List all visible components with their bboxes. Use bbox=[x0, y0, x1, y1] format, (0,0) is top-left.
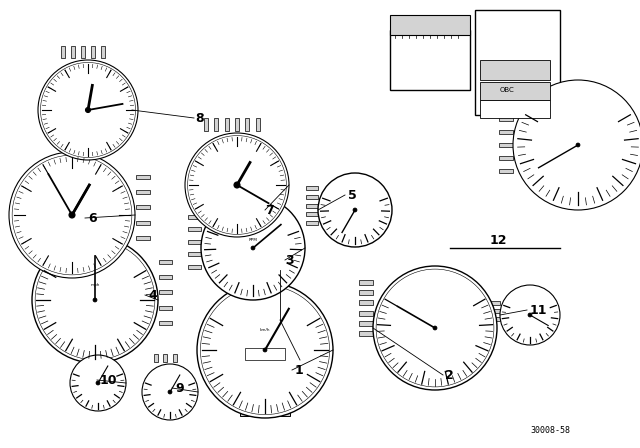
Bar bbox=[188, 215, 201, 219]
Bar bbox=[136, 175, 150, 179]
Bar bbox=[499, 156, 513, 160]
Bar bbox=[159, 276, 172, 279]
Circle shape bbox=[373, 266, 497, 390]
Circle shape bbox=[86, 108, 90, 112]
Bar bbox=[359, 290, 373, 295]
Bar bbox=[359, 331, 373, 336]
Circle shape bbox=[234, 182, 240, 188]
Circle shape bbox=[263, 348, 267, 352]
Text: 30008-58: 30008-58 bbox=[530, 426, 570, 435]
Bar bbox=[71, 46, 75, 58]
Bar bbox=[188, 240, 201, 244]
Bar bbox=[390, 15, 470, 35]
Text: 5: 5 bbox=[348, 189, 356, 202]
Bar bbox=[214, 118, 218, 131]
Circle shape bbox=[168, 390, 172, 394]
Bar bbox=[235, 118, 239, 131]
Text: 11: 11 bbox=[530, 303, 547, 316]
Circle shape bbox=[318, 173, 392, 247]
Text: OBC: OBC bbox=[500, 87, 515, 93]
Bar bbox=[91, 46, 95, 58]
Bar bbox=[173, 354, 177, 362]
Bar bbox=[480, 82, 550, 100]
Bar bbox=[136, 220, 150, 224]
Bar bbox=[136, 190, 150, 194]
Text: 1: 1 bbox=[295, 363, 304, 376]
Bar bbox=[163, 354, 167, 362]
Circle shape bbox=[500, 285, 560, 345]
Bar bbox=[359, 310, 373, 315]
Circle shape bbox=[433, 326, 437, 330]
Text: 2: 2 bbox=[445, 369, 454, 382]
Bar bbox=[159, 290, 172, 294]
Bar bbox=[61, 46, 65, 58]
Circle shape bbox=[197, 282, 333, 418]
Bar bbox=[154, 354, 158, 362]
Bar bbox=[240, 368, 290, 416]
Text: mph: mph bbox=[90, 283, 100, 287]
Bar bbox=[81, 46, 85, 58]
Circle shape bbox=[32, 237, 158, 363]
Circle shape bbox=[142, 364, 198, 420]
Bar bbox=[101, 46, 105, 58]
Text: km/h: km/h bbox=[260, 328, 270, 332]
Bar bbox=[159, 306, 172, 310]
Bar bbox=[225, 118, 228, 131]
Bar bbox=[245, 118, 250, 131]
Bar bbox=[359, 280, 373, 284]
Circle shape bbox=[70, 355, 126, 411]
Circle shape bbox=[185, 133, 289, 237]
Bar bbox=[490, 301, 500, 305]
Bar bbox=[159, 321, 172, 325]
Bar bbox=[475, 10, 560, 115]
Bar bbox=[306, 186, 318, 190]
Circle shape bbox=[93, 298, 97, 302]
Bar bbox=[499, 104, 513, 108]
Circle shape bbox=[353, 208, 357, 212]
Text: 4: 4 bbox=[148, 289, 157, 302]
Bar bbox=[136, 236, 150, 240]
Bar bbox=[490, 317, 500, 321]
Circle shape bbox=[9, 152, 135, 278]
Circle shape bbox=[96, 381, 100, 385]
Text: 9: 9 bbox=[175, 382, 184, 395]
Bar bbox=[499, 130, 513, 134]
Bar bbox=[359, 300, 373, 305]
Circle shape bbox=[528, 313, 532, 317]
Circle shape bbox=[513, 80, 640, 210]
Circle shape bbox=[69, 212, 75, 218]
Bar bbox=[136, 206, 150, 210]
Bar bbox=[359, 321, 373, 326]
Bar bbox=[159, 260, 172, 264]
Bar bbox=[480, 100, 550, 118]
Bar bbox=[306, 212, 318, 216]
Bar bbox=[306, 221, 318, 225]
Bar bbox=[188, 252, 201, 256]
Text: 7: 7 bbox=[265, 203, 274, 216]
Bar bbox=[306, 203, 318, 207]
Text: 8: 8 bbox=[195, 112, 204, 125]
Bar bbox=[499, 169, 513, 173]
Bar bbox=[245, 348, 285, 360]
Circle shape bbox=[38, 60, 138, 160]
Bar bbox=[204, 118, 208, 131]
Text: 6: 6 bbox=[88, 211, 97, 224]
Bar bbox=[480, 60, 550, 80]
Circle shape bbox=[251, 246, 255, 250]
Text: 3: 3 bbox=[285, 254, 294, 267]
Bar bbox=[256, 118, 260, 131]
Circle shape bbox=[201, 196, 305, 300]
Bar bbox=[188, 227, 201, 231]
Text: 12: 12 bbox=[490, 233, 508, 246]
Text: RPM: RPM bbox=[248, 238, 257, 242]
Circle shape bbox=[576, 143, 580, 147]
Bar bbox=[490, 309, 500, 313]
Bar bbox=[499, 143, 513, 147]
Bar bbox=[188, 265, 201, 269]
Bar bbox=[390, 30, 470, 90]
Text: 10: 10 bbox=[100, 374, 118, 387]
Bar bbox=[306, 195, 318, 198]
Bar bbox=[499, 117, 513, 121]
